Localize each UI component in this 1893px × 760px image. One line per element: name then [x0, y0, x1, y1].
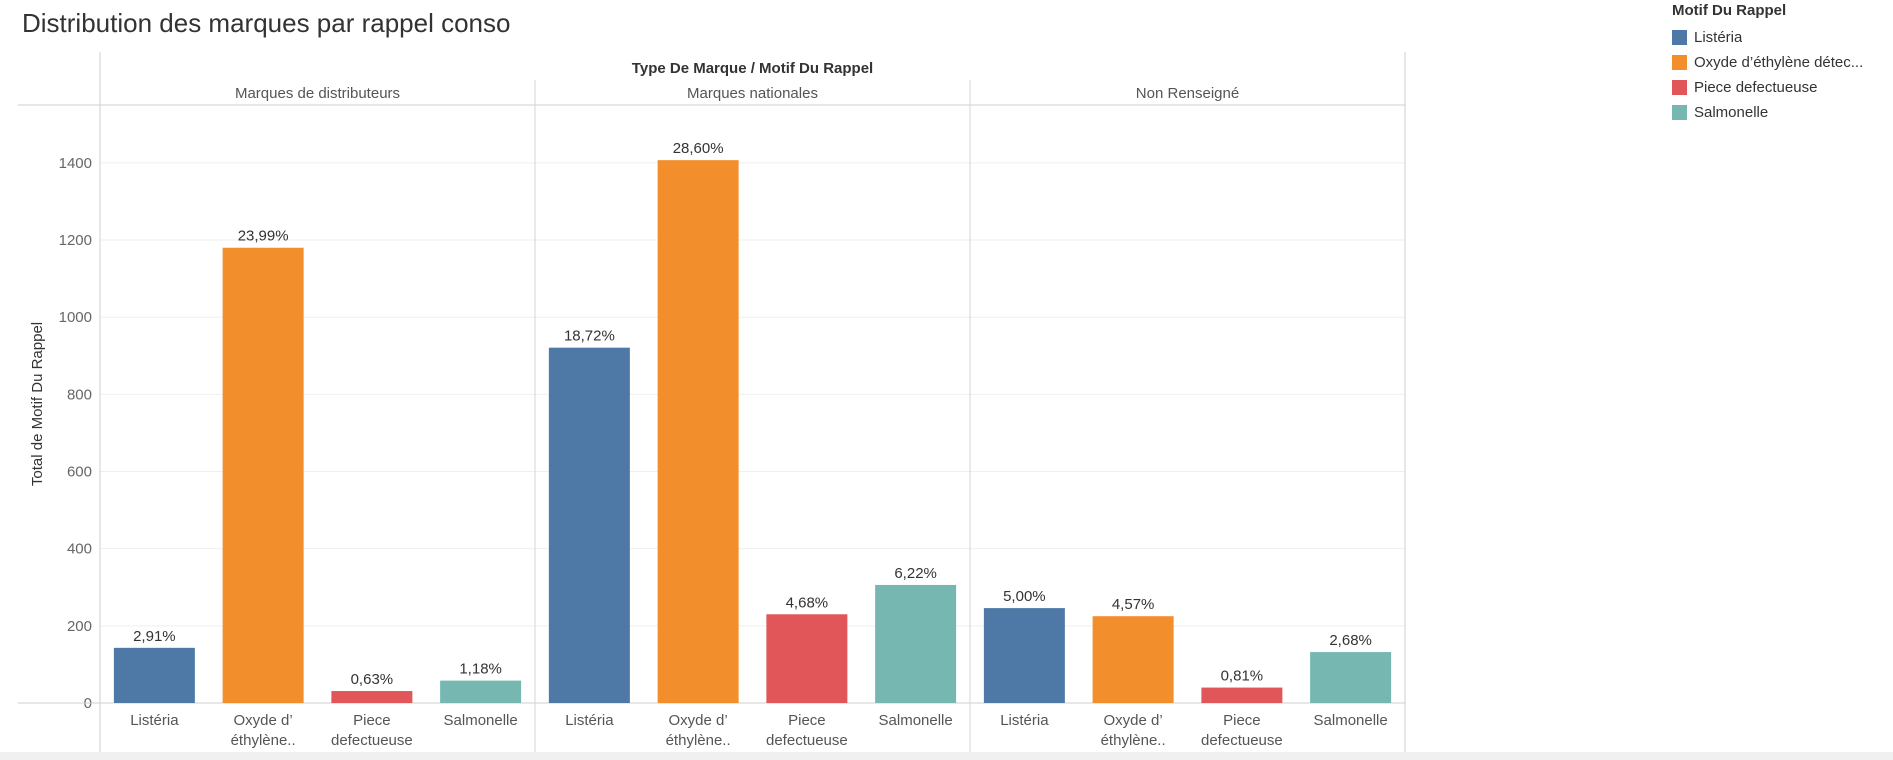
- x-tick-label: Piece: [1223, 712, 1261, 729]
- data-label: 23,99%: [238, 228, 289, 245]
- legend-item[interactable]: Salmonelle: [1672, 100, 1893, 125]
- y-tick-label: 1000: [59, 309, 92, 326]
- header-title: Type De Marque / Motif Du Rappel: [632, 60, 873, 77]
- y-tick-label: 1400: [59, 155, 92, 172]
- data-label: 28,60%: [673, 140, 724, 157]
- data-label: 0,63%: [351, 671, 394, 688]
- bar: [331, 691, 413, 703]
- x-tick-label: Salmonelle: [1314, 712, 1388, 729]
- x-tick-label: defectueuse: [766, 732, 848, 749]
- legend-item[interactable]: Piece defectueuse: [1672, 75, 1893, 100]
- legend-label: Oxyde d’éthylène détec...: [1694, 54, 1864, 71]
- y-tick-label: 400: [67, 541, 92, 558]
- y-tick-label: 200: [67, 618, 92, 635]
- legend-items: Listéria Oxyde d’éthylène détec... Piece d…: [1672, 25, 1893, 125]
- footer-strip: [0, 752, 1893, 760]
- x-tick-label: Listéria: [565, 712, 614, 729]
- legend-swatch: [1672, 55, 1687, 70]
- data-label: 2,68%: [1329, 632, 1372, 649]
- y-axis-title: Total de Motif Du Rappel: [29, 322, 46, 486]
- page-title: Distribution des marques par rappel cons…: [22, 8, 511, 38]
- y-tick-label: 600: [67, 464, 92, 481]
- x-tick-label: Oxyde d’: [669, 712, 728, 729]
- x-tick-label: Salmonelle: [879, 712, 953, 729]
- bar: [1201, 687, 1283, 703]
- x-tick-label: Listéria: [130, 712, 179, 729]
- x-tick-label: defectueuse: [331, 732, 413, 749]
- legend-item[interactable]: Listéria: [1672, 25, 1893, 50]
- legend-swatch: [1672, 30, 1687, 45]
- bar: [548, 347, 630, 703]
- bar: [113, 647, 195, 703]
- x-tick-label: Piece: [788, 712, 826, 729]
- bar: [657, 160, 739, 704]
- panel-header: Marques de distributeurs: [235, 85, 400, 102]
- data-label: 2,91%: [133, 628, 176, 645]
- bar: [222, 247, 304, 703]
- legend-swatch: [1672, 80, 1687, 95]
- x-tick-label: Oxyde d’: [1104, 712, 1163, 729]
- y-tick-label: 1200: [59, 232, 92, 249]
- y-tick-label: 800: [67, 386, 92, 403]
- legend-label: Listéria: [1694, 29, 1743, 46]
- bar-chart: Type De Marque / Motif Du Rappel02004006…: [18, 52, 1406, 752]
- bar: [1310, 652, 1392, 703]
- legend-label: Salmonelle: [1694, 104, 1769, 121]
- x-tick-label: éthylène..: [1101, 732, 1166, 749]
- data-label: 4,68%: [786, 594, 829, 611]
- x-tick-label: Oxyde d’: [234, 712, 293, 729]
- legend-label: Piece defectueuse: [1694, 79, 1818, 96]
- x-tick-label: éthylène..: [231, 732, 296, 749]
- data-label: 0,81%: [1221, 668, 1264, 685]
- x-tick-label: éthylène..: [666, 732, 731, 749]
- legend-swatch: [1672, 105, 1687, 120]
- legend-item[interactable]: Oxyde d’éthylène détec...: [1672, 50, 1893, 75]
- bar: [440, 680, 522, 703]
- data-label: 6,22%: [894, 565, 937, 582]
- bar: [983, 608, 1065, 703]
- x-tick-label: defectueuse: [1201, 732, 1283, 749]
- x-tick-label: Salmonelle: [444, 712, 518, 729]
- data-label: 4,57%: [1112, 596, 1155, 613]
- legend-title: Motif Du Rappel: [1672, 2, 1787, 19]
- panel-header: Marques nationales: [687, 85, 818, 102]
- data-label: 1,18%: [459, 661, 502, 678]
- legend: Motif Du Rappel Listéria Oxyde d’éthylène…: [1672, 2, 1893, 125]
- x-tick-label: Listéria: [1000, 712, 1049, 729]
- data-label: 18,72%: [564, 328, 615, 345]
- x-tick-label: Piece: [353, 712, 391, 729]
- bar: [766, 614, 848, 703]
- data-label: 5,00%: [1003, 588, 1046, 605]
- bar: [1092, 616, 1174, 703]
- panel-header: Non Renseigné: [1136, 85, 1239, 102]
- bar: [875, 584, 957, 703]
